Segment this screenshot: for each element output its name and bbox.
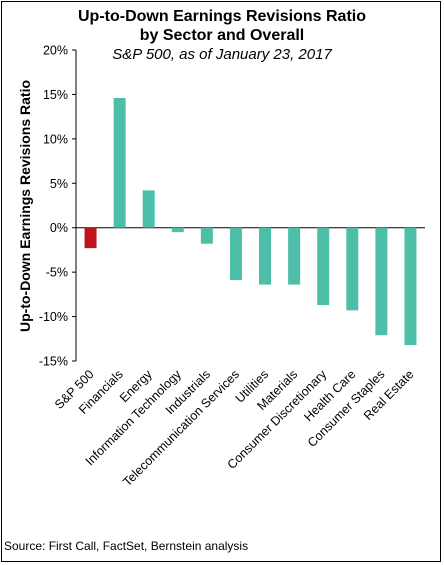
chart-title: Up-to-Down Earnings Revisions Ratio	[77, 8, 366, 25]
y-tick-label: 15%	[43, 88, 68, 102]
bar	[229, 227, 242, 281]
bar	[84, 227, 97, 249]
y-tick-label: 0%	[50, 221, 68, 235]
y-axis-title: Up-to-Down Earnings Revisions Ratio	[17, 80, 33, 332]
bar	[404, 227, 417, 346]
y-tick-label: -5%	[46, 266, 68, 280]
y-tick-label: -15%	[39, 355, 68, 369]
source-note: Source: First Call, FactSet, Bernstein a…	[4, 539, 249, 553]
label-layer: 20%15%10%5%0%-5%-10%-15%S&P 500Financial…	[39, 44, 417, 490]
bar	[113, 97, 126, 228]
bar	[346, 227, 359, 311]
y-tick-label: 10%	[43, 132, 68, 146]
bar-layer	[84, 97, 417, 346]
bar	[317, 227, 330, 306]
bar	[171, 227, 184, 233]
y-tick-label: 20%	[43, 44, 68, 58]
y-tick-label: 5%	[50, 177, 68, 191]
chart-title-line2: by Sector and Overall	[139, 27, 305, 44]
bar	[288, 227, 301, 285]
bar	[142, 190, 155, 228]
bar	[375, 227, 388, 336]
bar	[200, 227, 213, 244]
bar	[259, 227, 272, 285]
axis-layer	[72, 49, 425, 362]
y-tick-label: -10%	[39, 310, 68, 324]
chart-subtitle: S&P 500, as of January 23, 2017	[112, 46, 332, 63]
